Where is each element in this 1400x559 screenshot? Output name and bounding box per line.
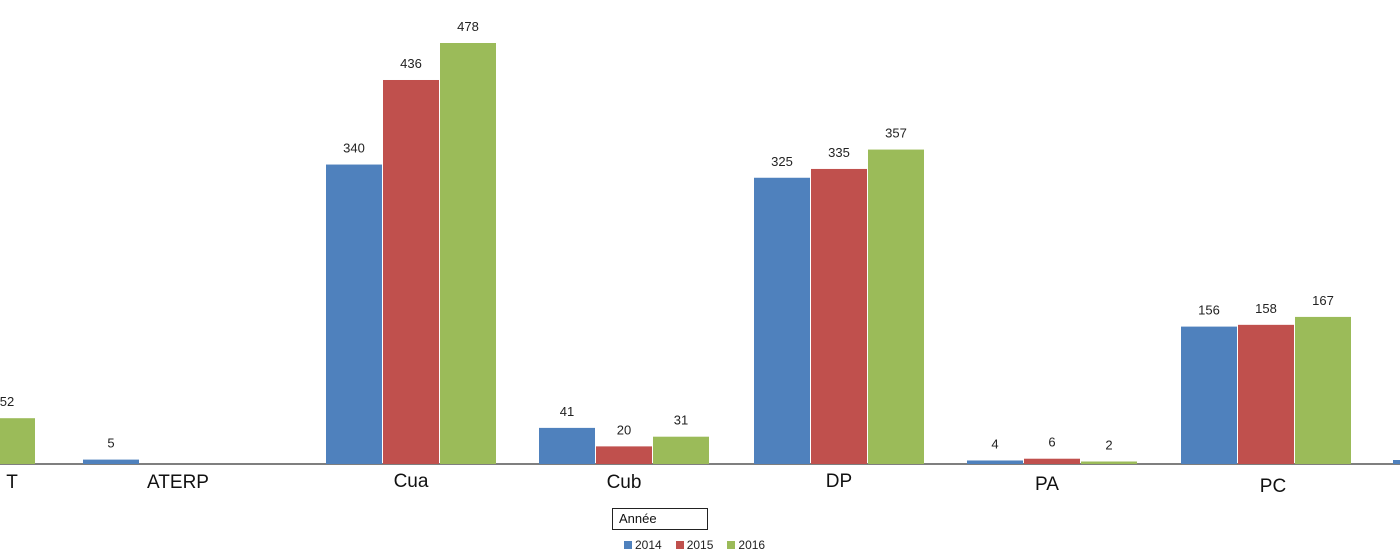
data-label-aterp-2014: 5 [107, 436, 114, 451]
bar-t-2016 [0, 418, 35, 464]
x-tick-label-cub: Cub [607, 472, 642, 493]
bar-pc-2016 [1295, 316, 1351, 464]
data-label-pa-2015: 6 [1048, 435, 1055, 450]
data-label-pa-2014: 4 [991, 436, 998, 451]
data-label-pc-2016: 167 [1312, 293, 1334, 308]
x-tick-label-dp: DP [826, 471, 852, 492]
legend-swatch-2016 [727, 541, 736, 549]
x-tick-label-pa: PA [1035, 474, 1059, 495]
x-tick-label-aterp: ATERP [147, 472, 209, 493]
legend-label-2015: 2015 [686, 538, 714, 552]
bar-cua-2014 [326, 164, 382, 464]
bar-cub-2016 [653, 436, 709, 464]
data-label-pa-2016: 2 [1105, 438, 1112, 453]
legend-item-2015: 2015 [675, 538, 714, 552]
legend-title-box: Année [612, 508, 708, 530]
data-label-t-2016: 52 [0, 394, 14, 409]
bar-clipped-right [1393, 460, 1400, 464]
data-label-cub-2016: 31 [674, 413, 688, 428]
legend-swatch-2014 [624, 541, 632, 549]
x-tick-label-cua: Cua [394, 471, 429, 492]
bar-cua-2015 [383, 79, 439, 464]
legend-item-2016: 2016 [727, 538, 765, 552]
data-label-cub-2014: 41 [560, 404, 574, 419]
x-tick-label-pc: PC [1260, 476, 1286, 497]
legend-label-2014: 2014 [635, 538, 662, 552]
legend-swatch-2015 [675, 541, 684, 549]
bar-cub-2015 [596, 446, 652, 464]
data-label-cua-2016: 478 [457, 19, 479, 34]
bar-dp-2015 [811, 168, 867, 464]
data-label-pc-2015: 158 [1255, 301, 1277, 316]
bar-aterp-2014 [83, 459, 139, 464]
data-label-dp-2015: 335 [828, 145, 850, 160]
legend: 2014 2015 2016 [624, 538, 765, 552]
data-label-pc-2014: 156 [1198, 303, 1220, 318]
bar-dp-2016 [868, 149, 924, 464]
bar-cua-2016 [440, 43, 496, 464]
data-label-cub-2015: 20 [617, 422, 631, 437]
legend-title: Année [619, 511, 657, 526]
bar-pc-2014 [1181, 326, 1237, 464]
legend-label-2016: 2016 [738, 538, 766, 552]
data-label-cua-2015: 436 [400, 56, 422, 71]
data-label-dp-2016: 357 [885, 126, 907, 141]
bar-pa-2016 [1081, 461, 1137, 464]
data-label-cua-2014: 340 [343, 141, 365, 156]
legend-item-2014: 2014 [624, 538, 662, 552]
bar-pa-2014 [967, 460, 1023, 464]
data-label-dp-2014: 325 [771, 154, 793, 169]
x-tick-label-t: T [6, 472, 18, 493]
bar-dp-2014 [754, 177, 810, 464]
bar-pc-2015 [1238, 324, 1294, 464]
bar-pa-2015 [1024, 458, 1080, 464]
bar-cub-2014 [539, 427, 595, 464]
